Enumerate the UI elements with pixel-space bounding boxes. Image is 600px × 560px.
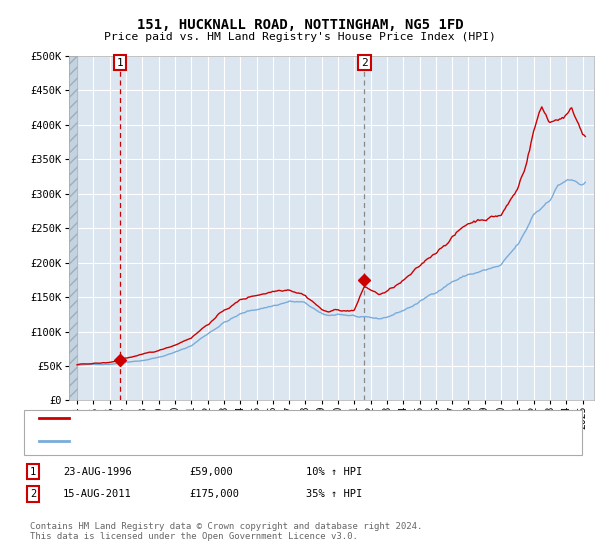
Text: 10% ↑ HPI: 10% ↑ HPI: [306, 466, 362, 477]
Text: 1: 1: [30, 466, 36, 477]
Text: 2: 2: [30, 489, 36, 499]
Text: HPI: Average price, detached house, City of Nottingham: HPI: Average price, detached house, City…: [75, 436, 399, 446]
Text: 1: 1: [117, 58, 124, 68]
Text: 15-AUG-2011: 15-AUG-2011: [63, 489, 132, 499]
Text: 2: 2: [361, 58, 368, 68]
Text: Contains HM Land Registry data © Crown copyright and database right 2024.
This d: Contains HM Land Registry data © Crown c…: [30, 522, 422, 542]
Bar: [69, 56, 77, 400]
Text: Price paid vs. HM Land Registry's House Price Index (HPI): Price paid vs. HM Land Registry's House …: [104, 32, 496, 43]
Text: £59,000: £59,000: [189, 466, 233, 477]
Text: 151, HUCKNALL ROAD, NOTTINGHAM, NG5 1FD (detached house): 151, HUCKNALL ROAD, NOTTINGHAM, NG5 1FD …: [75, 413, 411, 423]
Text: £175,000: £175,000: [189, 489, 239, 499]
Bar: [69, 56, 77, 400]
Text: 23-AUG-1996: 23-AUG-1996: [63, 466, 132, 477]
Text: 151, HUCKNALL ROAD, NOTTINGHAM, NG5 1FD: 151, HUCKNALL ROAD, NOTTINGHAM, NG5 1FD: [137, 18, 463, 32]
Text: 35% ↑ HPI: 35% ↑ HPI: [306, 489, 362, 499]
